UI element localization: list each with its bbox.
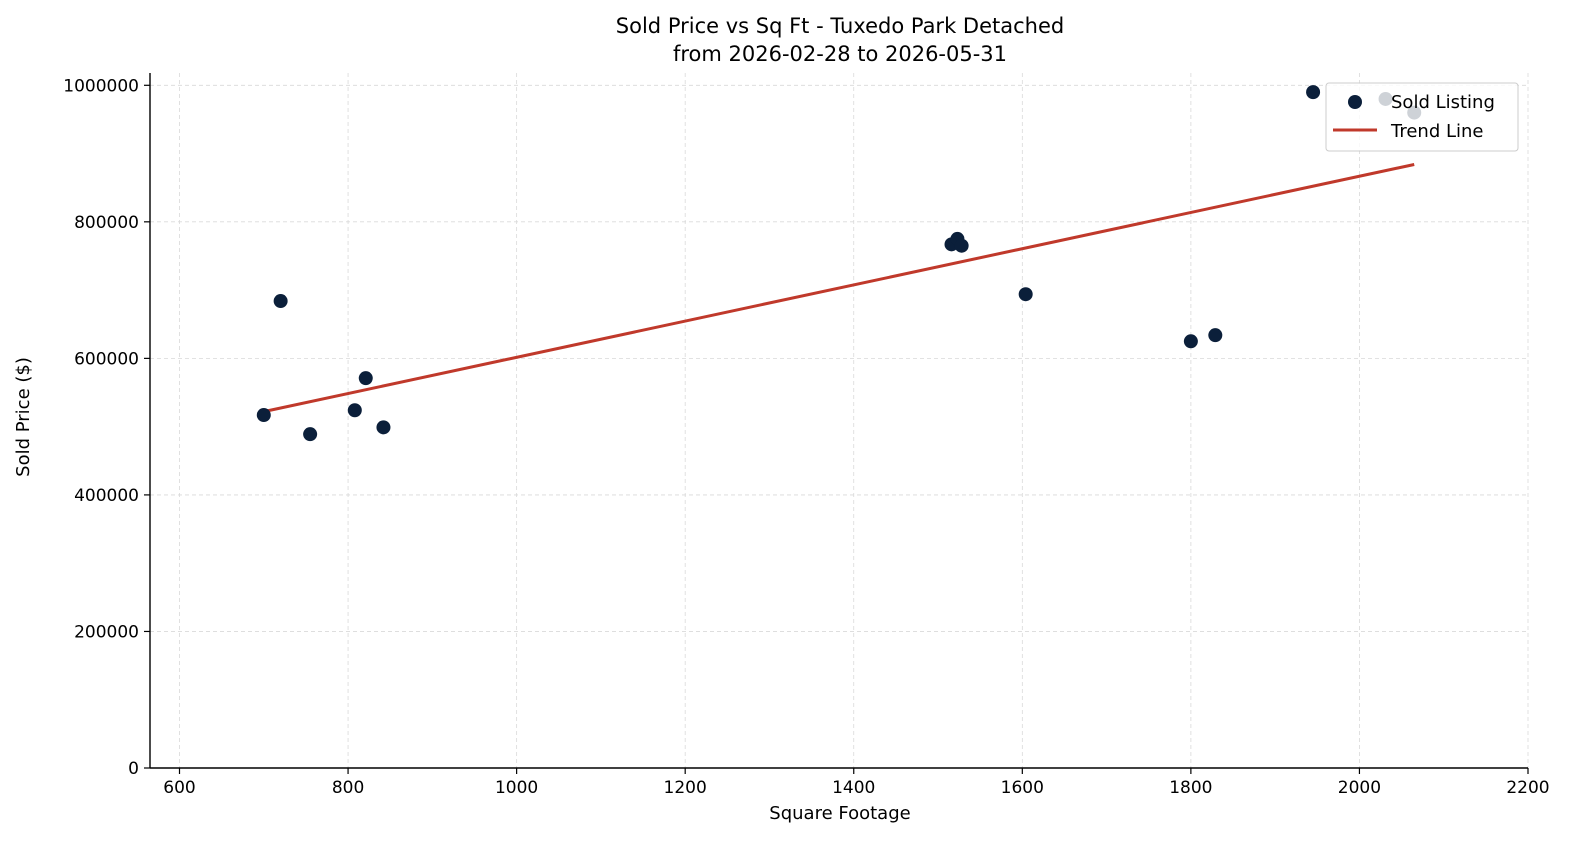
x-tick-label: 600 [163,778,195,798]
x-axis-label: Square Footage [769,803,910,824]
scatter-point [303,427,318,442]
scatter-point [1306,85,1321,100]
scatter-point [1183,334,1198,349]
y-axis-label: Sold Price ($) [13,357,34,477]
legend-label-trend-line: Trend Line [1390,121,1484,142]
y-tick-label: 800000 [74,213,139,233]
axes-layer: 600 800 1000 1200 1400 1600 1800 2000 2200 0 20000… [63,73,1550,798]
chart-subtitle: from 2026-02-28 to 2026-05-31 [673,42,1007,66]
scatter-point [347,403,362,418]
scatter-point [954,238,969,253]
legend-marker-sold-listing [1348,95,1362,109]
y-tick-label: 600000 [74,349,139,369]
trend-layer [263,163,1415,414]
x-tick-label: 1800 [1169,778,1212,798]
x-tick-label: 1600 [1001,778,1044,798]
y-tick-label: 1000000 [63,76,139,96]
y-tick-label: 0 [128,759,139,779]
x-tick-label: 1000 [495,778,538,798]
legend-label-sold-listing: Sold Listing [1391,92,1495,113]
points-layer [256,85,1422,442]
scatter-point [376,420,391,435]
scatter-point [256,408,271,423]
y-tick-label: 400000 [74,486,139,506]
scatter-point [1018,287,1033,302]
scatter-point [1208,328,1223,343]
chart-title: Sold Price vs Sq Ft - Tuxedo Park Detach… [616,14,1064,38]
x-tick-label: 1400 [832,778,875,798]
y-tick-label: 200000 [74,622,139,642]
legend: Sold Listing Trend Line [1325,82,1519,152]
legend-box [1325,82,1519,152]
grid-layer [150,73,1529,769]
x-tick-label: 2200 [1506,778,1549,798]
scatter-point [358,371,373,386]
trend-line [263,163,1415,414]
scatter-point [273,294,288,309]
x-tick-label: 2000 [1338,778,1381,798]
x-tick-label: 800 [332,778,364,798]
x-tick-label: 1200 [664,778,707,798]
